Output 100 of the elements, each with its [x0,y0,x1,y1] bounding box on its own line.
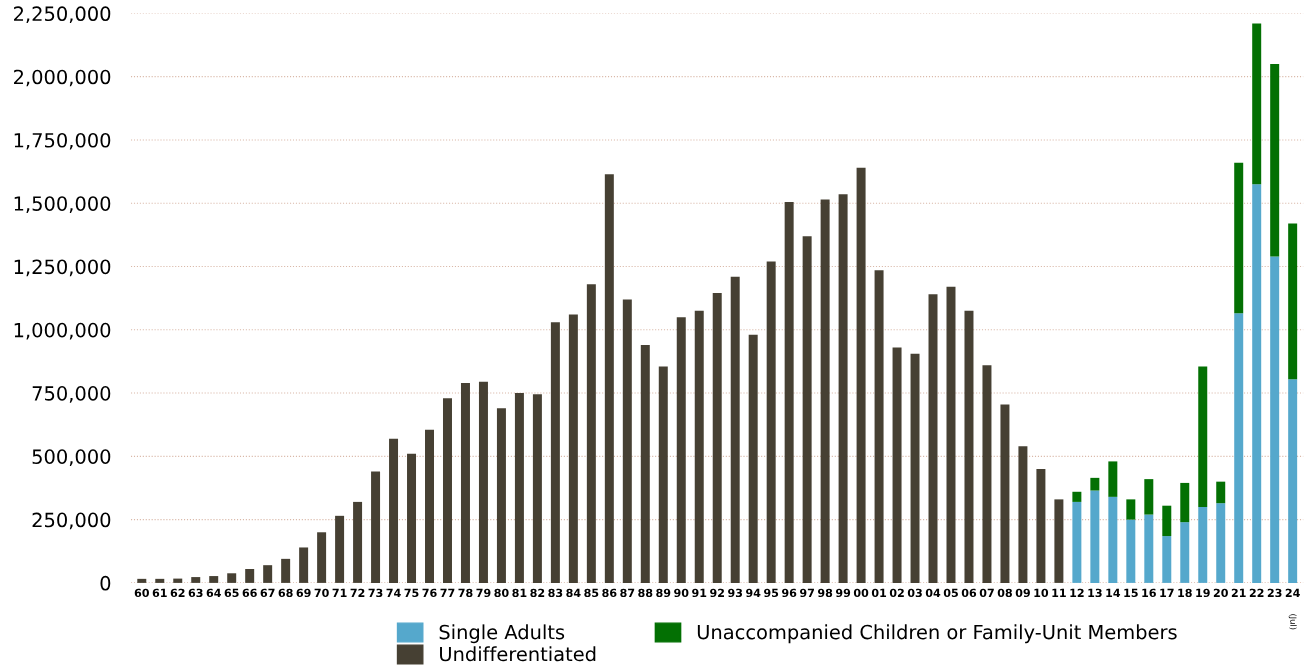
x-tick-label: 99 [835,588,851,598]
bar [856,167,866,583]
x-tick-label: 95 [764,588,779,598]
x-tick-label: 67 [260,588,275,598]
bar [1288,223,1298,380]
x-tick-label: 71 [332,588,347,597]
bar [1162,536,1172,583]
x-tick-label: 08 [997,588,1012,598]
x-tick-label: 81 [512,588,527,598]
y-tick-label: 1,750,000 [14,132,111,150]
bar [1270,64,1280,257]
bar [317,532,327,583]
bar [928,294,938,583]
bar [496,408,506,583]
x-tick-label: 23 [1267,588,1282,598]
bar [982,365,992,583]
y-tick-label: 250,000 [32,512,111,530]
bar [173,578,183,583]
x-tick-label: 11 [1052,588,1066,597]
x-tick-label: 01 [871,588,887,598]
bar [1162,505,1172,537]
x-tick-label: 04 [925,588,941,598]
x-tick-label: 65 [224,588,239,598]
bar [1108,461,1118,497]
x-tick-label: 86 [602,588,617,598]
x-tick-label: 03 [907,588,922,598]
x-tick-label: 77 [440,588,455,597]
x-tick-label: 87 [620,588,635,598]
bar [1072,501,1082,583]
bar [371,471,381,583]
x-tick-label: 89 [656,588,671,598]
x-tick-label: 62 [170,588,185,598]
bar [586,284,596,583]
legend-label: Single Adults [439,624,565,644]
bar [622,299,632,583]
bar [694,310,704,583]
bar [1072,491,1082,502]
x-tick-label: 19 [1196,588,1210,598]
x-tick-label: 07 [979,588,994,598]
x-tick-label: 96 [782,588,797,598]
bar [1126,519,1136,583]
bar [1144,479,1154,515]
x-tick-label: 74 [386,588,401,597]
bar [389,438,399,583]
y-tick-label: 500,000 [32,449,111,466]
x-tick-label: 79 [476,588,491,598]
x-tick-label: 78 [458,588,473,598]
x-tick-label: 84 [566,588,581,598]
x-tick-label: 76 [422,588,437,598]
x-tick-label: 10 [1034,588,1049,598]
bar [227,573,237,583]
bar [730,276,740,583]
bar [1090,477,1100,491]
bar [892,347,902,583]
bar [910,353,920,583]
bar [802,236,812,583]
y-tick-label: 0 [100,575,111,591]
y-tick-label: 1,000,000 [14,322,111,340]
bar [263,565,273,583]
bar [1054,499,1064,583]
legend-label: Undifferentiated [440,646,596,662]
bar [1198,506,1208,583]
bar [335,515,345,583]
bar [604,174,614,583]
x-tick-label: 90 [674,588,689,598]
bar [1018,446,1028,583]
x-tick-label: 83 [548,588,563,598]
bar [1252,23,1262,185]
bar [964,310,974,583]
x-tick-label: 82 [530,588,545,598]
y-tick-label: 750,000 [32,386,111,403]
x-tick-label: 64 [206,588,221,598]
bar [1108,496,1118,583]
bar [640,344,650,583]
x-tick-label: 75 [404,588,419,598]
x-tick-label: 16 [1142,588,1156,598]
x-tick-label: 94 [746,588,761,598]
bar [425,429,434,583]
bar [299,547,309,583]
x-tick-label: 24 [1285,588,1300,597]
bar [748,334,758,583]
bar [676,317,686,583]
y-tick-label: 2,250,000 [14,6,111,24]
x-tick-label: 15 [1124,588,1138,598]
bar [838,194,848,583]
x-tick-label: 61 [152,588,167,598]
y-tick-label: 2,000,000 [14,69,111,87]
x-tick-label: 05 [943,588,958,598]
bar [1090,490,1100,583]
bar [568,314,578,583]
bar [1252,184,1262,583]
bar [1234,162,1244,314]
bar [1180,522,1190,583]
bar [1270,256,1280,583]
x-tick-label: 60 [134,588,149,598]
bar [407,453,417,583]
bar [353,501,363,583]
bar [137,578,147,583]
bar [712,293,722,583]
x-tick-label: 68 [278,588,293,598]
